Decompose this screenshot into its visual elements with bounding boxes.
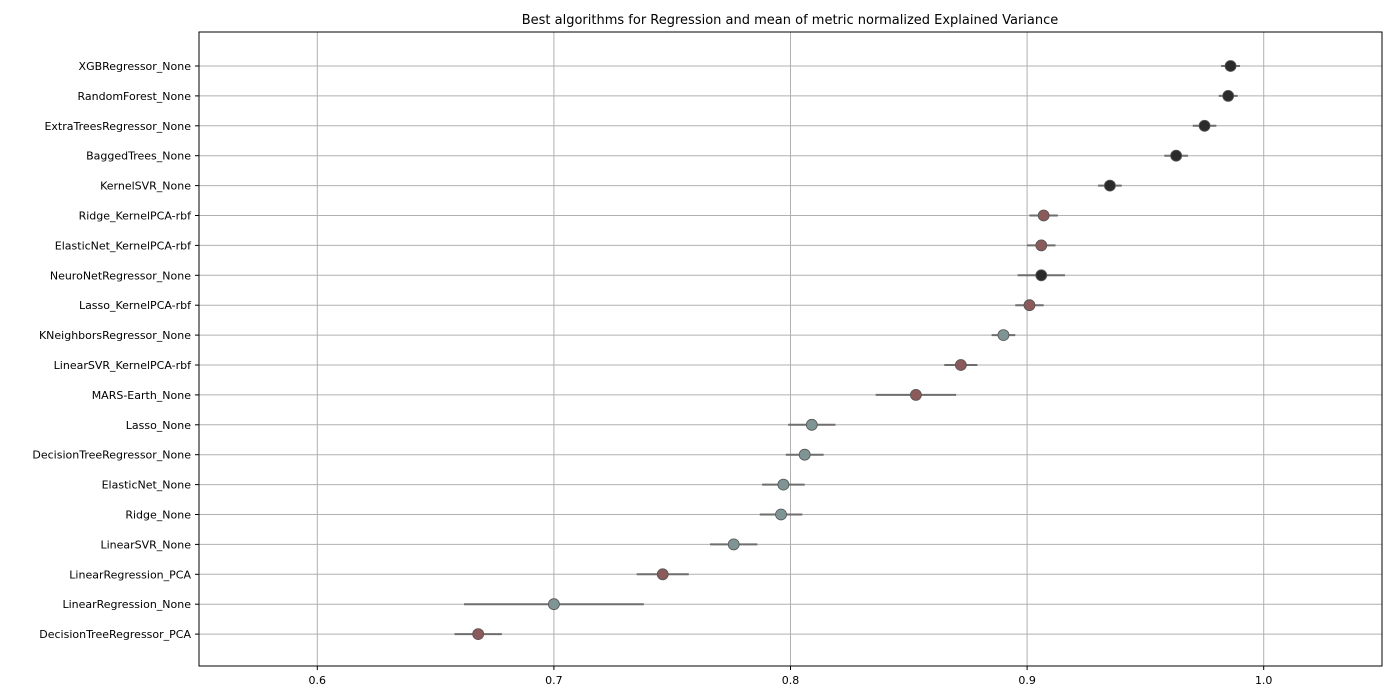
x-tick-label: 0.6	[309, 674, 327, 687]
data-point	[805, 418, 818, 431]
x-tick-label: 0.7	[545, 674, 563, 687]
y-tick-label: Ridge_None	[125, 509, 191, 522]
y-tick-label: LinearSVR_KernelPCA-rbf	[54, 359, 192, 372]
y-tick-label: LinearSVR_None	[100, 538, 191, 551]
data-point	[775, 508, 787, 521]
axis-layer: 0.6 0.7 0.8 0.9 1.0 XGBRegressor_None RandomFo…	[32, 60, 1272, 687]
y-tick-label: KernelSVR_None	[100, 180, 191, 193]
y-tick-label: DecisionTreeRegressor_PCA	[39, 628, 191, 641]
plot-frame	[198, 31, 1383, 667]
y-tick-label: LinearRegression_None	[62, 598, 191, 611]
data-point	[548, 598, 560, 611]
y-tick-label: XGBRegressor_None	[79, 60, 192, 73]
marks-layer	[454, 60, 1241, 640]
data-point	[1224, 60, 1237, 72]
data-point	[656, 568, 669, 581]
chart-title: Best algorithms for Regression and mean …	[522, 13, 1059, 28]
x-tick-label: 0.8	[782, 674, 800, 687]
data-point	[1035, 239, 1048, 252]
y-tick-label: KNeighborsRegressor_None	[39, 329, 191, 342]
data-point	[1035, 269, 1048, 282]
y-tick-label: LinearRegression_PCA	[69, 568, 191, 581]
y-tick-label: NeuroNetRegressor_None	[50, 269, 191, 282]
data-point	[1104, 179, 1116, 192]
y-tick-label: ExtraTreesRegressor_None	[44, 120, 191, 133]
data-point	[1198, 119, 1211, 132]
y-tick-label: Lasso_KernelPCA-rbf	[79, 299, 192, 312]
data-point	[997, 329, 1010, 342]
data-point	[727, 538, 740, 551]
data-point	[798, 448, 811, 461]
data-point	[472, 628, 485, 640]
y-tick-label: MARS-Earth_None	[92, 389, 192, 402]
x-tick-label: 0.9	[1018, 674, 1036, 687]
data-point	[1023, 299, 1036, 312]
data-point	[1222, 90, 1235, 102]
data-point	[1170, 149, 1183, 162]
y-tick-label: Lasso_None	[126, 419, 191, 432]
y-tick-label: RandomForest_None	[78, 90, 192, 103]
data-point	[777, 478, 790, 491]
data-point	[1037, 209, 1050, 222]
y-tick-label: DecisionTreeRegressor_None	[32, 449, 191, 462]
y-tick-label: BaggedTrees_None	[86, 150, 191, 163]
y-tick-label: ElasticNet_KernelPCA-rbf	[55, 239, 192, 252]
y-tick-label: ElasticNet_None	[102, 479, 192, 492]
x-tick-label: 1.0	[1255, 674, 1273, 687]
data-point	[954, 359, 967, 371]
y-tick-label: Ridge_KernelPCA-rbf	[79, 210, 193, 223]
data-point	[909, 388, 922, 401]
